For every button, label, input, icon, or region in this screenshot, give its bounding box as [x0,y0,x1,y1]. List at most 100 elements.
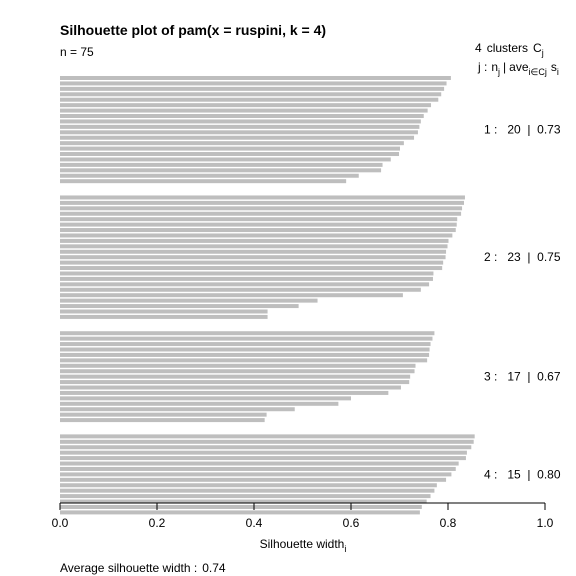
silhouette-bar-c4-15 [60,510,420,515]
silhouette-bar-c4-4 [60,450,467,455]
silhouette-bar-c3-16 [60,412,267,417]
x-axis-label-sub: i [344,544,346,554]
silhouette-bar-c1-7 [60,108,428,113]
cluster-label-1: 1 : 20 | 0.73 [484,123,561,137]
silhouette-bar-c2-21 [60,304,299,309]
silhouette-bar-c3-11 [60,385,401,390]
silhouette-bar-c1-16 [60,157,391,162]
legend-clusters-word: clusters [487,41,528,55]
average-silhouette-text: Average silhouette width : 0.74 [60,561,226,575]
silhouette-bar-c3-14 [60,401,339,406]
silhouette-bar-c2-14 [60,266,443,271]
silhouette-bar-c2-9 [60,238,449,243]
silhouette-bar-c1-8 [60,114,424,119]
x-tick-label: 0.2 [149,516,166,530]
legend-j-label: j : [477,60,487,74]
silhouette-bar-c1-14 [60,146,400,151]
silhouette-bar-c1-2 [60,81,447,86]
silhouette-bar-c1-13 [60,141,404,146]
silhouette-bar-c1-12 [60,135,415,140]
silhouette-bar-c4-3 [60,445,472,450]
silhouette-bar-c2-6 [60,222,457,227]
silhouette-bars [60,76,475,515]
legend-s-sub: i [557,67,559,77]
cluster-labels: 1 : 20 | 0.73 2 : 23 | 0.75 3 : 17 | 0.67 4… [484,123,561,482]
silhouette-bar-c3-12 [60,390,389,395]
silhouette-bar-c3-7 [60,363,416,368]
silhouette-bar-c3-17 [60,418,265,423]
silhouette-bar-c1-3 [60,86,445,91]
silhouette-bar-c3-3 [60,342,431,347]
silhouette-bar-c3-1 [60,331,435,336]
silhouette-bar-c4-1 [60,434,475,439]
silhouette-bar-c1-20 [60,179,347,184]
silhouette-bar-c3-4 [60,347,430,352]
x-tick-label: 0.8 [440,516,457,530]
legend-cluster-symbol-sub: j [541,48,544,58]
silhouette-bar-c1-19 [60,173,359,178]
cluster-label-2: 2 : 23 | 0.75 [484,250,561,264]
silhouette-bar-c4-11 [60,488,435,493]
silhouette-bar-c2-5 [60,217,458,222]
chart-title: Silhouette plot of pam(x = ruspini, k = … [60,22,326,38]
x-axis: 0.0 0.2 0.4 0.6 0.8 1.0 [52,502,554,530]
silhouette-bar-c4-7 [60,466,456,471]
silhouette-bar-c2-11 [60,249,447,254]
legend-s-label: s [551,60,557,74]
x-tick-label: 0.6 [343,516,360,530]
x-axis-title: Silhouette widthi [260,537,347,554]
legend-cluster-count: 4 [475,41,482,55]
legend-ave-sub: i∈Cj [529,67,547,77]
silhouette-bar-c4-10 [60,483,437,488]
silhouette-bar-c4-6 [60,461,459,466]
silhouette-bar-c4-2 [60,439,474,444]
silhouette-bar-c4-9 [60,477,447,482]
silhouette-bar-c3-2 [60,336,433,341]
silhouette-bar-c1-1 [60,76,451,80]
silhouette-bar-c4-8 [60,472,452,477]
silhouette-bar-c4-13 [60,499,427,504]
silhouette-bar-c1-17 [60,162,383,167]
silhouette-bar-c2-3 [60,206,463,211]
silhouette-bar-c3-15 [60,407,295,412]
silhouette-bar-c2-2 [60,200,464,205]
x-tick-label: 1.0 [537,516,554,530]
silhouette-bar-c3-13 [60,396,351,401]
legend-header: 4 clusters Cj [475,41,544,58]
silhouette-bar-c4-12 [60,494,431,499]
silhouette-bar-c2-1 [60,195,465,200]
silhouette-bar-c2-10 [60,244,448,249]
silhouette-bar-c2-23 [60,314,268,319]
silhouette-bar-c2-4 [60,211,462,216]
silhouette-bar-c2-12 [60,255,446,260]
silhouette-bar-c1-18 [60,168,382,173]
silhouette-bar-c2-8 [60,233,453,238]
average-silhouette-value: 0.74 [202,561,226,575]
legend-n-label: n [491,60,498,74]
average-silhouette-label: Average silhouette width : [60,561,197,575]
silhouette-bar-c3-8 [60,369,415,374]
x-tick-label: 0.4 [246,516,263,530]
n-label: n = 75 [60,45,94,59]
silhouette-bar-c2-19 [60,293,403,298]
silhouette-bar-c2-17 [60,282,430,287]
silhouette-bar-c4-5 [60,456,466,461]
silhouette-bar-c1-6 [60,103,432,108]
cluster-label-4: 4 : 15 | 0.80 [484,467,561,481]
silhouette-bar-c1-4 [60,92,442,97]
silhouette-bar-c1-15 [60,152,400,157]
x-axis-label: Silhouette width [260,537,345,551]
silhouette-bar-c3-10 [60,380,410,385]
silhouette-bar-c1-9 [60,119,421,124]
legend-cluster-symbol: C [533,41,542,55]
silhouette-bar-c1-11 [60,130,418,135]
silhouette-bar-c2-22 [60,309,268,314]
silhouette-bar-c3-6 [60,358,428,363]
silhouette-bar-c1-10 [60,124,420,129]
silhouette-bar-c2-13 [60,260,444,265]
silhouette-bar-c3-5 [60,352,430,357]
silhouette-bar-c2-18 [60,287,421,292]
silhouette-bar-c3-9 [60,374,411,379]
silhouette-bar-c2-16 [60,276,433,281]
